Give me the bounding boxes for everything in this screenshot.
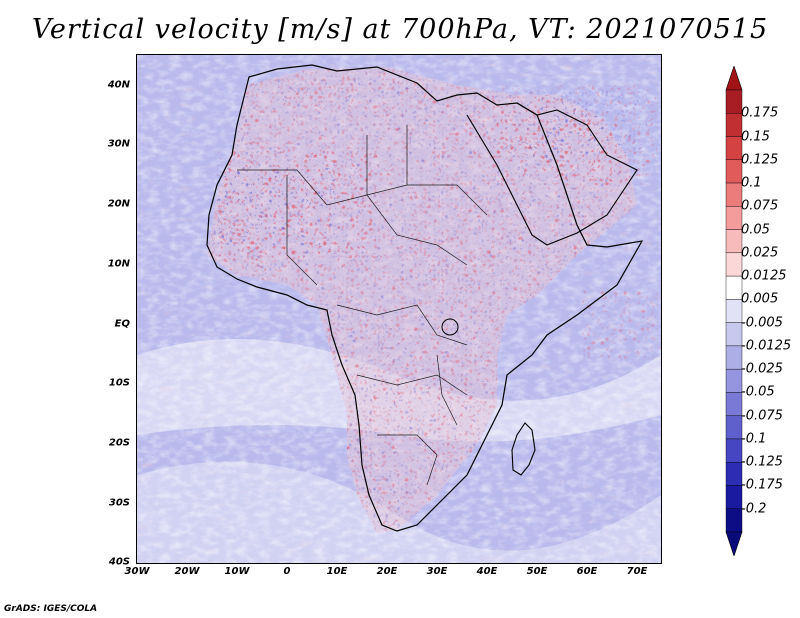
colorbar-swatch xyxy=(725,89,743,114)
country-borders xyxy=(237,125,488,486)
colorbar-label: -0.05 xyxy=(741,384,775,400)
colorbar-label: -0.125 xyxy=(741,454,783,470)
colorbar-bottom-arrow xyxy=(725,531,743,557)
indian-ocean-patch xyxy=(582,290,661,360)
colorbar-swatch xyxy=(725,438,743,463)
lake-victoria xyxy=(441,318,459,336)
grads-credit: GrADS: IGES/COLA xyxy=(4,604,98,614)
lat-label-10n: 10N xyxy=(107,258,130,270)
lon-label-10e: 10E xyxy=(326,566,348,577)
map-panel[interactable] xyxy=(136,54,662,564)
colorbar-label: 0.0125 xyxy=(741,268,787,284)
colorbar-label: -0.005 xyxy=(741,315,783,331)
colorbar-swatch xyxy=(725,136,743,160)
colorbar-swatch xyxy=(725,415,743,440)
lat-label-10s: 10S xyxy=(108,377,130,389)
colorbar-label: 0.1 xyxy=(741,175,762,191)
africa-coastline xyxy=(206,64,644,532)
colorbar-label: -0.1 xyxy=(741,431,767,447)
colorbar-top-arrow xyxy=(725,65,743,91)
colorbar-swatch xyxy=(725,508,743,533)
colorbar-swatch xyxy=(725,345,743,370)
lon-label-70e: 70E xyxy=(626,566,648,577)
colorbar-swatch xyxy=(725,368,743,393)
colorbar-label: 0.05 xyxy=(741,222,770,238)
colorbar-swatch xyxy=(725,485,743,509)
colorbar-swatch xyxy=(725,275,743,300)
ocean-band-south xyxy=(137,461,661,563)
lat-label-30s: 30S xyxy=(108,497,130,509)
colorbar-swatch xyxy=(725,299,743,323)
colorbar-swatch xyxy=(725,252,743,277)
chart-title: Vertical velocity [m/s] at 700hPa, VT: 2… xyxy=(31,14,769,45)
lat-label-20s: 20S xyxy=(108,437,130,449)
colorbar-label: 0.005 xyxy=(741,291,779,307)
colorbar-swatch xyxy=(725,182,743,207)
colorbar-swatch xyxy=(725,113,743,137)
lon-label-50e: 50E xyxy=(526,566,548,577)
colorbar-swatch xyxy=(725,392,743,416)
colorbar-label: -0.0125 xyxy=(741,338,792,354)
colorbar-swatch xyxy=(725,159,743,184)
colorbar-label: -0.025 xyxy=(741,361,783,377)
lat-label-20n: 20N xyxy=(107,198,130,210)
colorbar-swatch xyxy=(725,462,743,486)
lat-label-40n: 40N xyxy=(107,79,130,91)
colorbar-label: -0.175 xyxy=(741,477,783,493)
arabia-coastline xyxy=(466,102,638,246)
colorbar-swatch xyxy=(725,322,743,347)
lon-label-20w: 20W xyxy=(174,566,200,577)
lon-label-20e: 20E xyxy=(376,566,398,577)
lat-label-40s: 40S xyxy=(108,556,130,568)
colorbar-label: -0.075 xyxy=(741,408,783,424)
madagascar-coastline xyxy=(511,422,536,476)
lon-label-10w: 10W xyxy=(224,566,250,577)
lat-label-eq: EQ xyxy=(114,318,130,330)
lon-label-30w: 30W xyxy=(124,566,150,577)
lat-label-30n: 30N xyxy=(107,138,130,150)
colorbar-scale xyxy=(725,65,743,557)
colorbar xyxy=(724,65,800,557)
sahel-convection-blue xyxy=(217,165,337,245)
velocity-map xyxy=(137,55,661,563)
colorbar-swatch xyxy=(725,206,743,230)
lon-label-60e: 60E xyxy=(576,566,598,577)
lon-label-0: 0 xyxy=(283,566,291,577)
colorbar-label: 0.175 xyxy=(741,105,779,121)
colorbar-label: 0.025 xyxy=(741,245,779,261)
colorbar-label: 0.075 xyxy=(741,198,779,214)
colorbar-label: 0.125 xyxy=(741,152,779,168)
lon-label-40e: 40E xyxy=(476,566,498,577)
colorbar-swatch xyxy=(725,229,743,254)
colorbar-label: 0.15 xyxy=(741,129,770,145)
colorbar-label: -0.2 xyxy=(741,501,767,517)
lon-label-30e: 30E xyxy=(426,566,448,577)
